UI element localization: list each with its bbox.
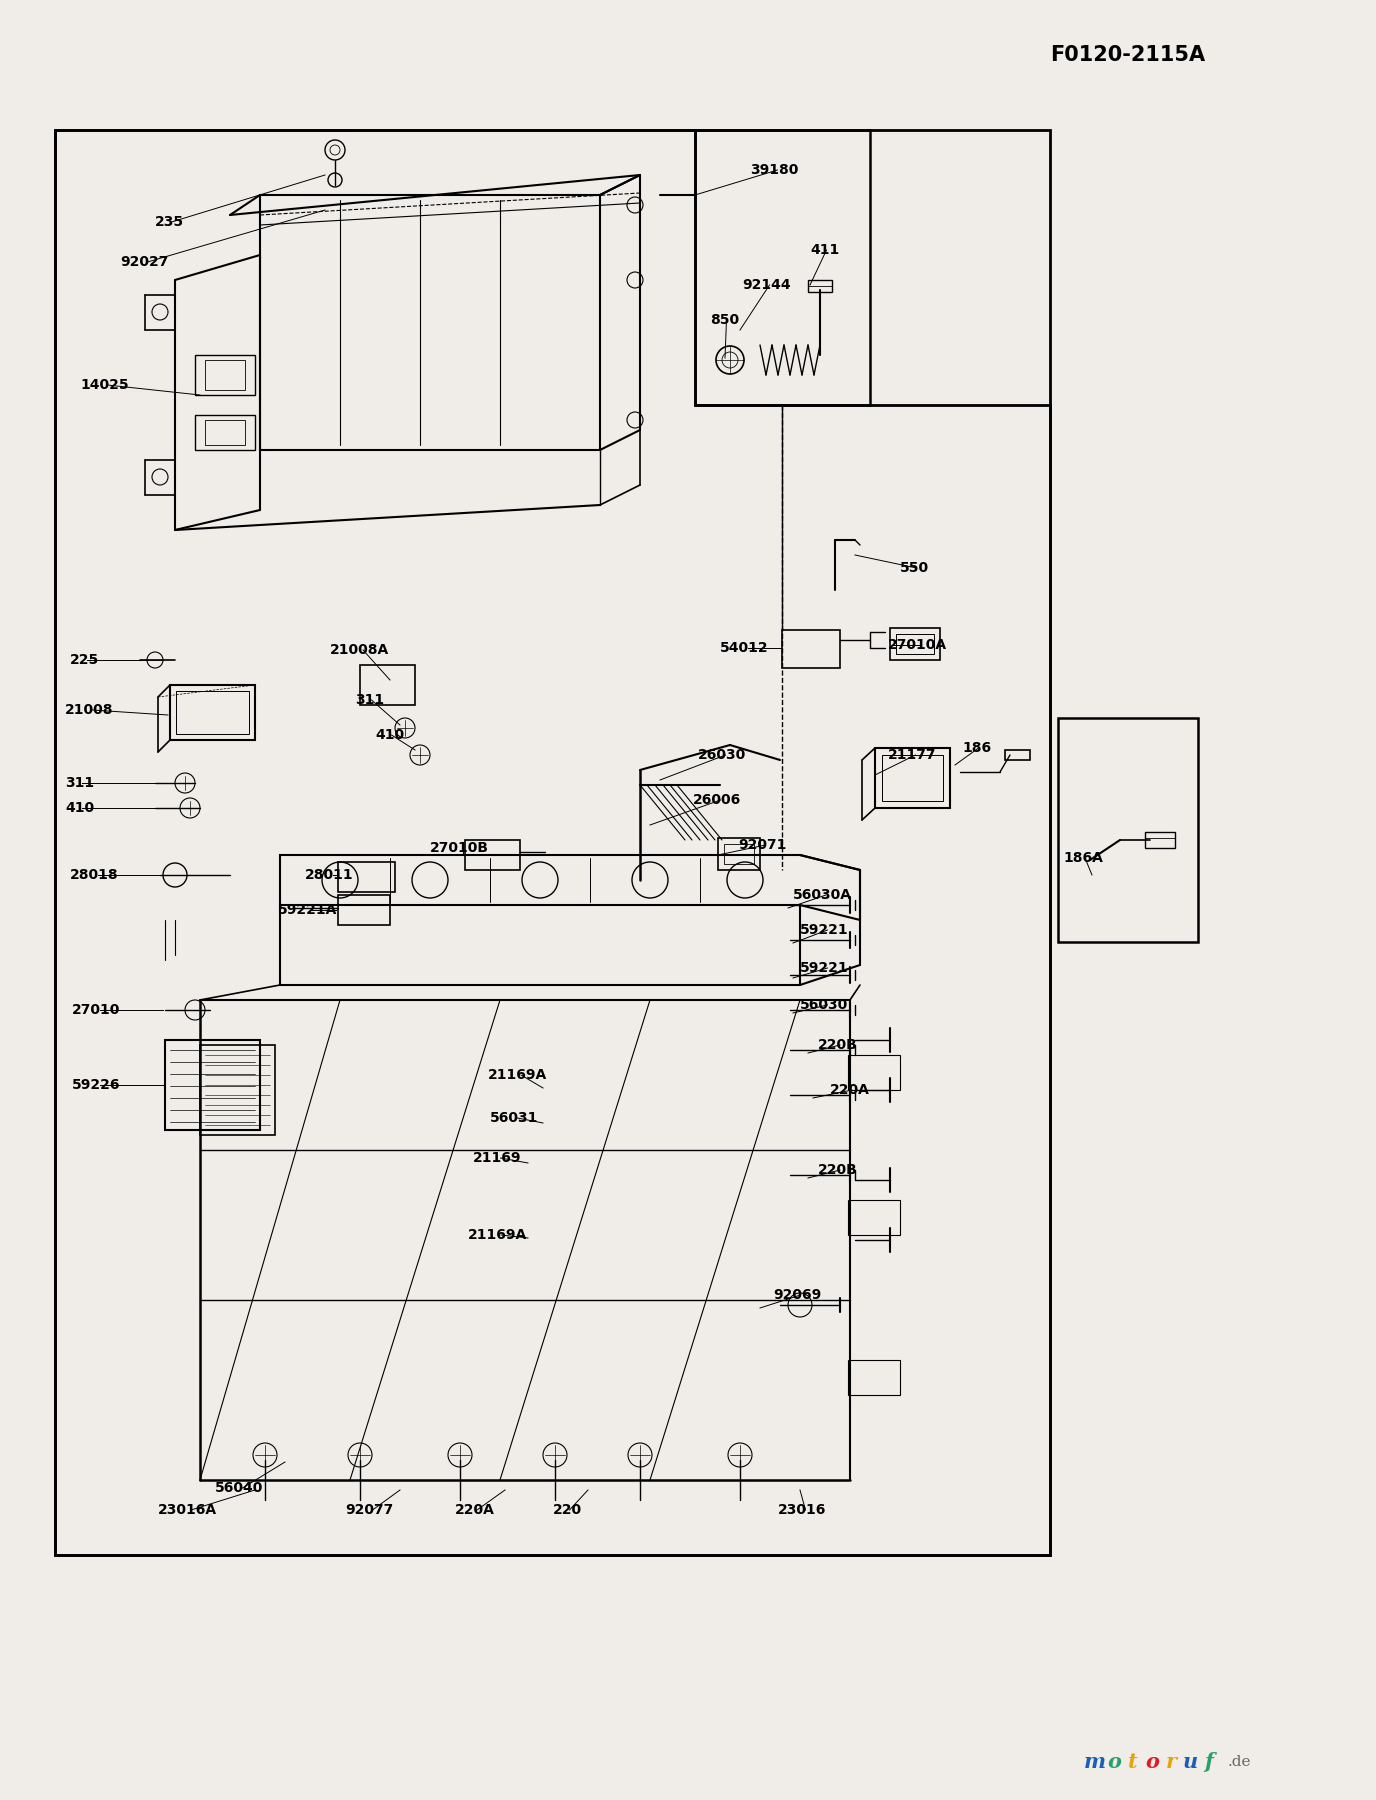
Text: 56030: 56030 bbox=[799, 997, 848, 1012]
Bar bbox=[724, 844, 754, 864]
Bar bbox=[896, 634, 934, 653]
Bar bbox=[200, 1046, 275, 1136]
Text: 92071: 92071 bbox=[738, 839, 786, 851]
Bar bbox=[1004, 751, 1031, 760]
Text: 225: 225 bbox=[70, 653, 99, 668]
Bar bbox=[882, 754, 943, 801]
Bar bbox=[205, 360, 245, 391]
Text: 311: 311 bbox=[355, 693, 384, 707]
Text: 220A: 220A bbox=[830, 1084, 870, 1096]
Text: 56031: 56031 bbox=[490, 1111, 538, 1125]
Text: 92144: 92144 bbox=[742, 277, 791, 292]
Text: 56030A: 56030A bbox=[793, 887, 852, 902]
Text: 26030: 26030 bbox=[698, 749, 746, 761]
Bar bbox=[890, 628, 940, 661]
Bar bbox=[165, 1040, 260, 1130]
Text: m: m bbox=[1084, 1751, 1106, 1771]
Text: 186A: 186A bbox=[1064, 851, 1104, 866]
Bar bbox=[171, 686, 255, 740]
Bar bbox=[465, 841, 520, 869]
Text: 411: 411 bbox=[810, 243, 839, 257]
Bar bbox=[338, 862, 395, 893]
Bar bbox=[205, 419, 245, 445]
Bar bbox=[176, 691, 249, 734]
Bar bbox=[195, 355, 255, 394]
Text: 220B: 220B bbox=[817, 1163, 857, 1177]
Bar bbox=[195, 416, 255, 450]
Bar bbox=[1145, 832, 1175, 848]
Text: t: t bbox=[1128, 1751, 1138, 1771]
Text: 186: 186 bbox=[962, 742, 991, 754]
Text: .de: .de bbox=[1227, 1755, 1252, 1769]
Text: 21169: 21169 bbox=[473, 1150, 522, 1165]
Text: 220A: 220A bbox=[455, 1503, 495, 1517]
Text: 23016: 23016 bbox=[777, 1503, 827, 1517]
Text: 14025: 14025 bbox=[80, 378, 128, 392]
Bar bbox=[718, 839, 760, 869]
Text: o: o bbox=[1145, 1751, 1159, 1771]
Bar bbox=[848, 1201, 900, 1235]
Text: F0120-2115A: F0120-2115A bbox=[1050, 45, 1205, 65]
Text: 410: 410 bbox=[376, 727, 405, 742]
Text: 59221: 59221 bbox=[799, 961, 849, 976]
Bar bbox=[808, 281, 832, 292]
Text: u: u bbox=[1182, 1751, 1197, 1771]
Text: 27010B: 27010B bbox=[429, 841, 488, 855]
Text: 59221A: 59221A bbox=[278, 904, 337, 916]
Text: 220B: 220B bbox=[817, 1039, 857, 1051]
Text: f: f bbox=[1204, 1751, 1214, 1771]
Text: 235: 235 bbox=[155, 214, 184, 229]
Text: 39180: 39180 bbox=[750, 164, 798, 176]
Text: 59221: 59221 bbox=[799, 923, 849, 938]
Bar bbox=[338, 895, 389, 925]
Text: 92077: 92077 bbox=[345, 1503, 394, 1517]
Text: 28018: 28018 bbox=[70, 868, 118, 882]
Bar bbox=[695, 130, 870, 405]
Bar bbox=[848, 1055, 900, 1091]
Bar bbox=[875, 749, 949, 808]
Text: 21169A: 21169A bbox=[468, 1228, 527, 1242]
Text: 410: 410 bbox=[65, 801, 94, 815]
Text: 850: 850 bbox=[710, 313, 739, 328]
Bar bbox=[1058, 718, 1198, 941]
Text: 21177: 21177 bbox=[888, 749, 937, 761]
Bar bbox=[848, 1361, 900, 1395]
Text: 54012: 54012 bbox=[720, 641, 769, 655]
Text: 21008: 21008 bbox=[65, 704, 113, 716]
Text: o: o bbox=[1108, 1751, 1121, 1771]
Text: 92027: 92027 bbox=[120, 256, 168, 268]
Text: 27010: 27010 bbox=[72, 1003, 120, 1017]
Text: 21169A: 21169A bbox=[488, 1067, 548, 1082]
Text: 550: 550 bbox=[900, 562, 929, 574]
Text: 23016A: 23016A bbox=[158, 1503, 217, 1517]
Bar bbox=[782, 630, 839, 668]
Text: r: r bbox=[1165, 1751, 1176, 1771]
Bar bbox=[55, 130, 1050, 1555]
Text: 59226: 59226 bbox=[72, 1078, 121, 1093]
Text: 56040: 56040 bbox=[215, 1481, 263, 1496]
Text: 27010A: 27010A bbox=[888, 637, 947, 652]
Text: 26006: 26006 bbox=[694, 794, 742, 806]
Text: 21008A: 21008A bbox=[330, 643, 389, 657]
Text: 220: 220 bbox=[553, 1503, 582, 1517]
Text: 28011: 28011 bbox=[305, 868, 354, 882]
Text: 92069: 92069 bbox=[773, 1289, 821, 1301]
Bar bbox=[361, 664, 416, 706]
Text: 311: 311 bbox=[65, 776, 94, 790]
